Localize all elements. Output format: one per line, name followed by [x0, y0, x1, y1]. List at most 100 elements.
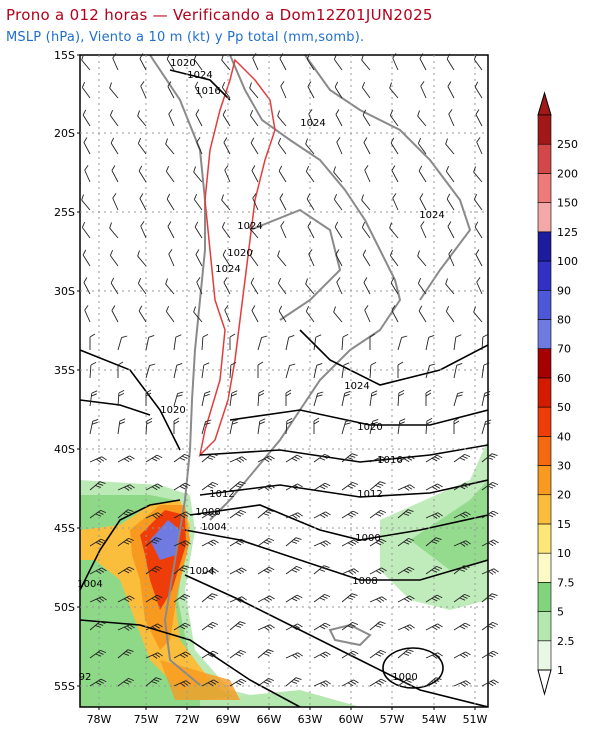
colorbar-segment	[537, 611, 552, 642]
wind-barb	[173, 651, 191, 659]
wind-barb	[392, 53, 399, 71]
wind-barb	[229, 509, 247, 519]
wind-barb	[361, 221, 371, 239]
wind-barb	[425, 565, 443, 575]
wind-barb	[173, 453, 191, 463]
wind-barb	[81, 54, 91, 71]
lon-label: 75W	[134, 713, 159, 726]
wind-barb	[137, 110, 147, 127]
wind-barb	[453, 482, 471, 491]
wind-barb	[336, 137, 343, 155]
lon-label: 54W	[422, 713, 447, 726]
wind-barb	[168, 249, 175, 267]
wind-barb	[425, 334, 435, 351]
wind-barb	[224, 165, 231, 183]
wind-barb	[173, 391, 184, 407]
wind-barb	[173, 417, 180, 434]
wind-barb	[397, 677, 415, 687]
wind-barb	[481, 539, 499, 547]
wind-barb	[221, 221, 231, 239]
wind-barb	[285, 537, 302, 547]
wind-barb	[111, 305, 119, 323]
lat-label: 55S	[54, 680, 75, 693]
wind-barb	[89, 361, 97, 379]
wind-barb	[481, 510, 499, 519]
map-frame	[79, 54, 489, 708]
isobar-label: 1012	[209, 489, 234, 500]
wind-barb	[173, 362, 183, 379]
wind-barb	[389, 222, 399, 239]
wind-barb	[285, 389, 292, 406]
isobar-label: 92	[79, 672, 92, 683]
wind-barb	[481, 333, 489, 351]
wind-barb	[341, 679, 359, 687]
lat-label: 25S	[54, 206, 75, 219]
wind-barb	[313, 511, 331, 519]
wind-barb	[257, 484, 275, 491]
wind-barb	[313, 362, 323, 379]
colorbar-label: 200	[557, 167, 578, 180]
wind-barb	[369, 567, 387, 575]
wind-barb	[390, 277, 399, 295]
isobar-label: 1008	[352, 576, 377, 587]
wind-barb	[369, 678, 387, 687]
colorbar-segment	[537, 406, 552, 437]
wind-barb	[313, 540, 331, 547]
isobar-label: 1024	[237, 221, 262, 232]
wind-barb	[252, 53, 259, 71]
terrain-contour	[198, 58, 276, 458]
wind-barb	[83, 137, 91, 155]
colorbar-segment	[537, 289, 552, 320]
wind-barb	[145, 652, 163, 659]
lat-label: 40S	[54, 443, 75, 456]
wind-barb	[117, 537, 135, 547]
colorbar-segment	[537, 465, 552, 496]
isobar-label: 1000	[355, 533, 380, 544]
wind-barb	[81, 221, 91, 239]
wind-barb	[110, 137, 119, 155]
colorbar-label: 250	[557, 138, 578, 151]
wind-barb	[453, 680, 471, 687]
wind-barb	[117, 418, 126, 435]
wind-barb	[481, 650, 499, 659]
wind-barb	[138, 165, 147, 183]
wind-barb	[195, 109, 203, 127]
wind-barb	[369, 621, 386, 631]
wind-barb	[193, 306, 203, 323]
wind-barb	[335, 109, 343, 127]
wind-barb	[138, 305, 147, 323]
wind-barb	[229, 390, 238, 407]
wind-barb	[137, 137, 147, 155]
wind-barb	[397, 418, 406, 435]
wind-barb	[369, 481, 386, 491]
lon-label: 72W	[175, 713, 200, 726]
isobar-label: 1004	[201, 522, 226, 533]
wind-barb	[341, 539, 359, 547]
wind-barb	[229, 649, 247, 659]
isobar-label: 1024	[187, 70, 212, 81]
wind-barb	[277, 250, 287, 267]
colorbar-segment	[537, 173, 552, 203]
wind-barb	[285, 512, 303, 519]
wind-barb	[334, 221, 343, 239]
colorbar-segment	[537, 348, 552, 379]
wind-barb	[313, 680, 331, 687]
wind-barb	[313, 593, 331, 603]
colorbar-segment	[537, 143, 552, 174]
colorbar-segment	[537, 231, 552, 262]
wind-barb	[418, 165, 427, 183]
wind-barb	[453, 540, 471, 547]
isobar-label: 1004	[189, 566, 214, 577]
wind-barb	[369, 361, 377, 379]
wind-barb	[221, 81, 231, 99]
wind-barb	[145, 512, 163, 519]
wind-barb	[361, 54, 371, 71]
colorbar-label: 30	[557, 460, 571, 473]
wind-barb	[481, 593, 498, 603]
colorbar-segment	[537, 436, 552, 466]
colorbar-label: 40	[557, 430, 571, 443]
wind-barb	[84, 165, 91, 183]
wind-barb	[173, 593, 191, 603]
wind-barb	[425, 363, 436, 379]
wind-barb	[333, 53, 343, 71]
